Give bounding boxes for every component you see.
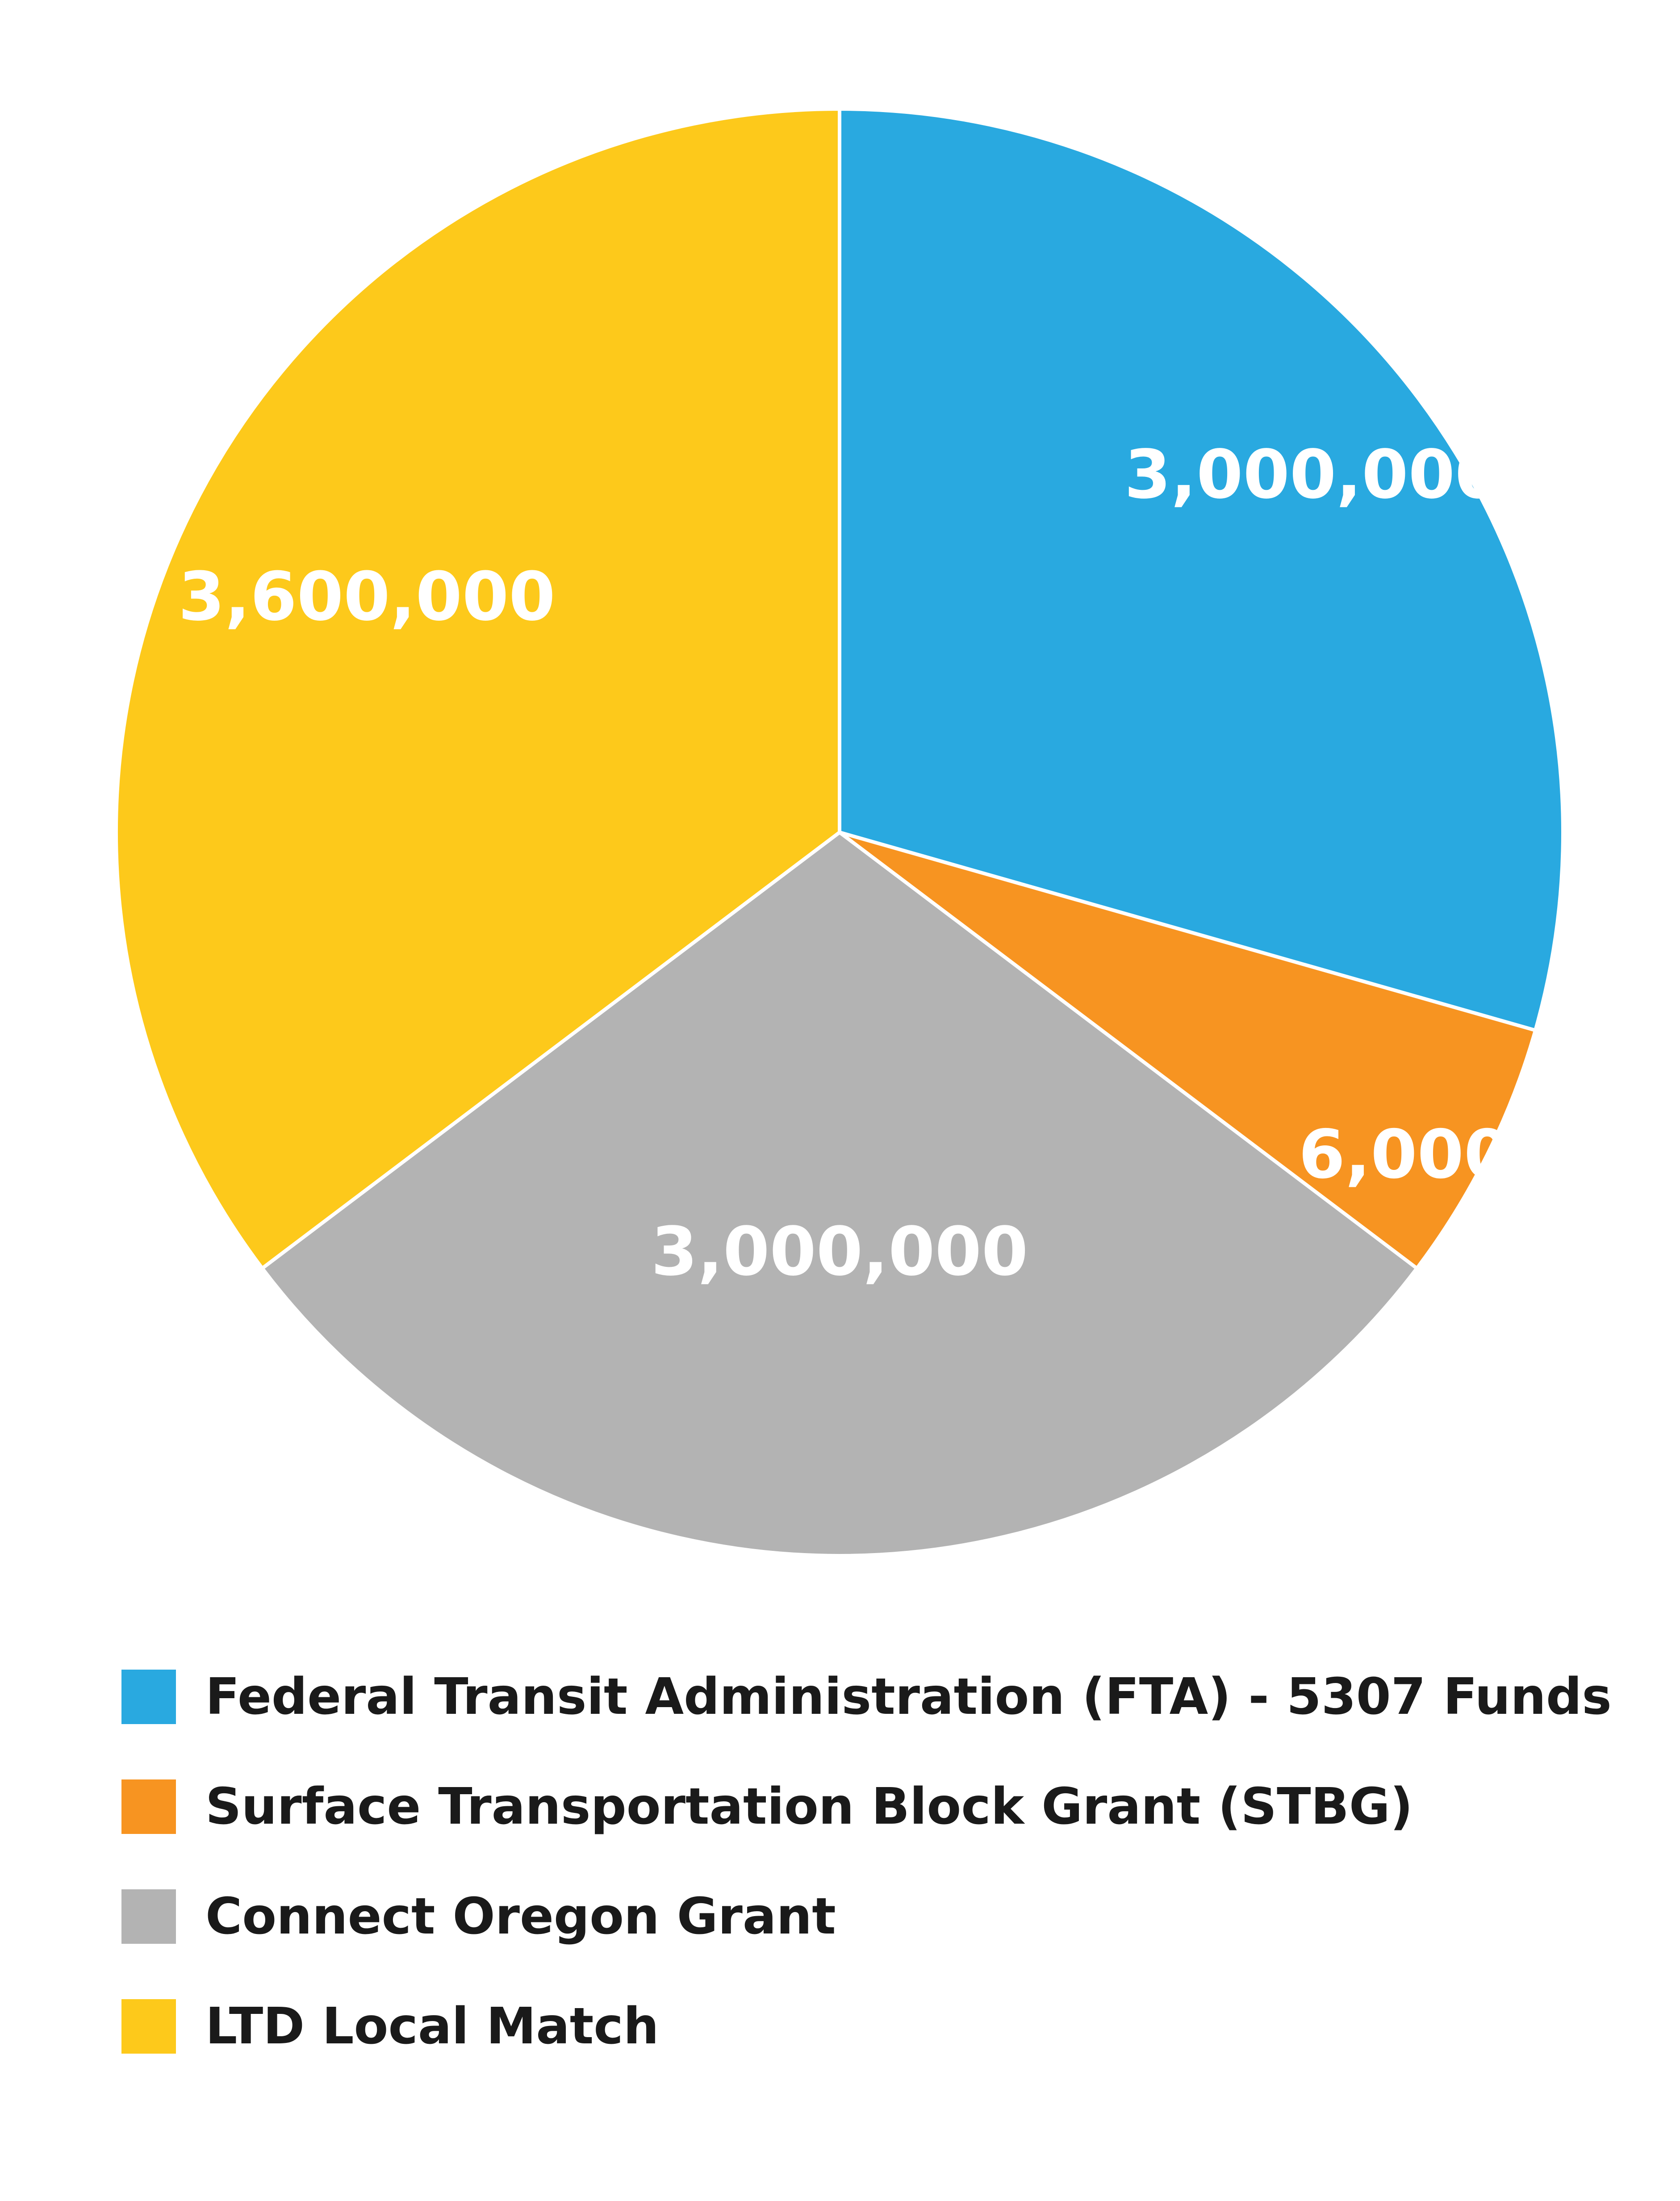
pie-slice-fta [838,107,1565,1032]
legend-label-fta: Federal Transit Administration (FTA) - 5… [205,1668,1612,1726]
pie-chart: 3,000,000 6,000,000 3,000,000 3,600,000 [114,107,1676,1558]
slice-label-connect-oregon: 3,000,000 [651,1213,1028,1291]
legend-item-ltd-local-match: LTD Local Match [121,1997,1640,2055]
pie-slice-connect-oregon [260,831,1419,1558]
legend-label-connect-oregon: Connect Oregon Grant [205,1888,836,1946]
legend-label-stbg: Surface Transportation Block Grant (STBG… [205,1778,1413,1836]
legend-swatch-stbg [121,1779,176,1834]
slice-label-stbg: 6,000,000 [1299,1116,1676,1194]
pie-slice-ltd-local-match [114,107,841,1270]
pie-slice-labels: 3,000,000 6,000,000 3,000,000 3,600,000 [178,436,1676,1291]
pie-slices [114,107,1565,1558]
legend-item-connect-oregon: Connect Oregon Grant [121,1888,1640,1946]
legend-label-ltd-local-match: LTD Local Match [205,1997,659,2055]
slice-label-ltd-local-match: 3,600,000 [178,558,556,636]
legend-swatch-connect-oregon [121,1889,176,1944]
pie-slice-stbg [838,831,1538,1270]
slice-label-fta: 3,000,000 [1124,436,1502,514]
legend-swatch-fta [121,1670,176,1724]
legend-item-stbg: Surface Transportation Block Grant (STBG… [121,1778,1640,1836]
legend-swatch-ltd-local-match [121,1999,176,2054]
pie-chart-svg: 3,000,000 6,000,000 3,000,000 3,600,000 [114,107,1676,1558]
legend-item-fta: Federal Transit Administration (FTA) - 5… [121,1668,1640,1726]
legend: Federal Transit Administration (FTA) - 5… [121,1668,1640,2109]
